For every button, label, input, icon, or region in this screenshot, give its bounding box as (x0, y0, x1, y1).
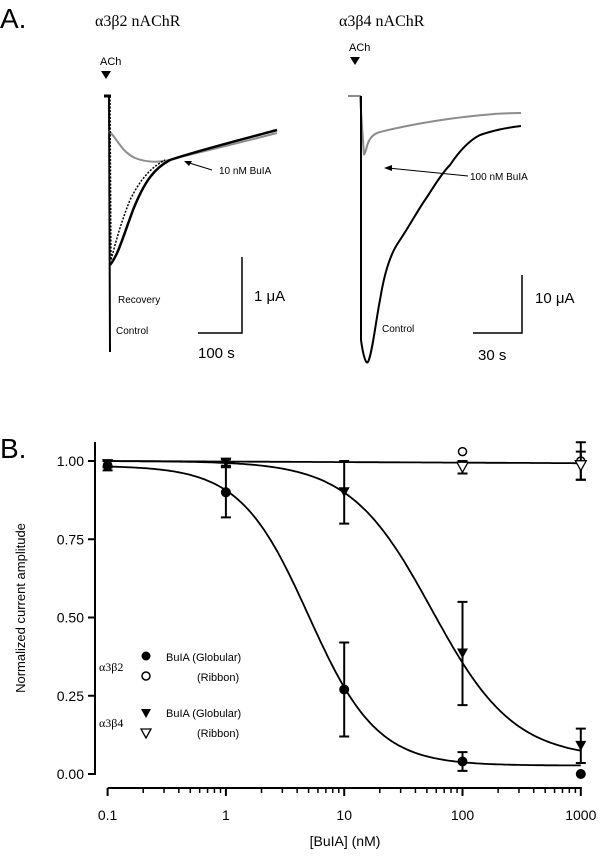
arrowhead-icon (184, 161, 192, 166)
legend-receptor-a3b2: α3β2 (99, 660, 123, 674)
data-point-filled-circle (220, 487, 231, 498)
legend-open-circle-icon (141, 671, 151, 681)
arrowhead-icon (384, 165, 392, 171)
left-title: α3β2 nAChR (95, 13, 181, 30)
panel-a-label: A. (0, 3, 26, 34)
data-point-filled-triangle-down (220, 457, 232, 468)
panel-b-label: B. (0, 433, 26, 464)
left-control-trace (109, 128, 278, 266)
left-scale-y: 1 μA (254, 288, 285, 305)
legend-a3b4-ribbon: (Ribbon) (197, 728, 239, 740)
left-recovery-trace (109, 95, 166, 261)
right-scale-bar (473, 275, 523, 334)
right-scale-x: 30 s (478, 347, 506, 364)
legend-filled-triangle-icon (141, 709, 151, 718)
data-point-filled-triangle-down (338, 487, 350, 498)
legend-a3b2-ribbon: (Ribbon) (197, 672, 239, 684)
legend-receptor-a3b4: α3β4 (99, 716, 123, 730)
legend-open-triangle-icon (139, 728, 153, 740)
ach-application-marker-icon (350, 57, 360, 65)
left-control-label: Control (116, 326, 148, 337)
y-tick-label: 1.00 (57, 453, 84, 469)
right-ach-label: ACh (349, 42, 370, 54)
legend-a3b2-globular: BuIA (Globular) (166, 652, 241, 664)
y-tick-label: 0.75 (57, 531, 84, 547)
right-control-label: Control (382, 324, 414, 335)
right-control-trace (360, 96, 522, 364)
x-axis-title: [BuIA] (nM) (310, 833, 381, 849)
data-point-filled-triangle-down (102, 459, 114, 470)
right-annotation: 100 nM BuIA (470, 172, 528, 183)
data-point-open-circle (457, 446, 468, 457)
legend-a3b4-globular: BuIA (Globular) (166, 708, 241, 720)
x-tick-label: 1000 (565, 807, 596, 823)
left-scale-bar (198, 257, 243, 334)
right-annotation-arrow (387, 167, 469, 177)
data-point-open-triangle-down (455, 461, 470, 474)
ach-application-marker-icon (101, 71, 111, 79)
left-annotation: 10 nM BuIA (219, 166, 272, 177)
left-control-spike (108, 95, 111, 353)
left-scale-x: 100 s (198, 345, 235, 362)
legend-filled-circle-icon (141, 651, 151, 661)
y-tick-label: 0.25 (57, 688, 84, 704)
legend: α3β2 BuIA (Globular) (Ribbon) α3β4 BuIA … (99, 651, 241, 740)
data-point-filled-circle (339, 684, 350, 695)
data-point-open-triangle-down (574, 460, 588, 473)
data-point-filled-circle (457, 756, 468, 767)
y-tick-label: 0.00 (57, 766, 84, 782)
alpha3beta4-traces: α3β4 nAChR ACh 100 nM BuIA Control 10 μA… (339, 13, 575, 364)
right-bula-trace (348, 95, 522, 156)
concentration-response-chart: Normalized current amplitude [BuIA] (nM)… (13, 441, 597, 849)
right-scale-y: 10 μA (535, 290, 575, 307)
x-tick-label: 10 (336, 807, 352, 823)
y-tick-label: 0.50 (57, 610, 84, 626)
y-axis-title: Normalized current amplitude (13, 523, 28, 693)
data-point-filled-triangle-down (575, 740, 587, 751)
left-bula-trace (108, 130, 278, 163)
data-point-filled-circle (575, 769, 586, 779)
right-title: α3β4 nAChR (339, 13, 425, 30)
x-tick-label: 0.1 (98, 807, 118, 823)
left-ach-label: ACh (100, 56, 121, 68)
alpha3beta2-traces: α3β2 nAChR ACh 10 nM BuIA Recovery Contr… (95, 13, 285, 362)
x-tick-label: 100 (451, 807, 475, 823)
x-tick-label: 1 (222, 807, 230, 823)
left-recovery-label: Recovery (118, 295, 160, 306)
data-point-filled-triangle-down (457, 648, 468, 659)
